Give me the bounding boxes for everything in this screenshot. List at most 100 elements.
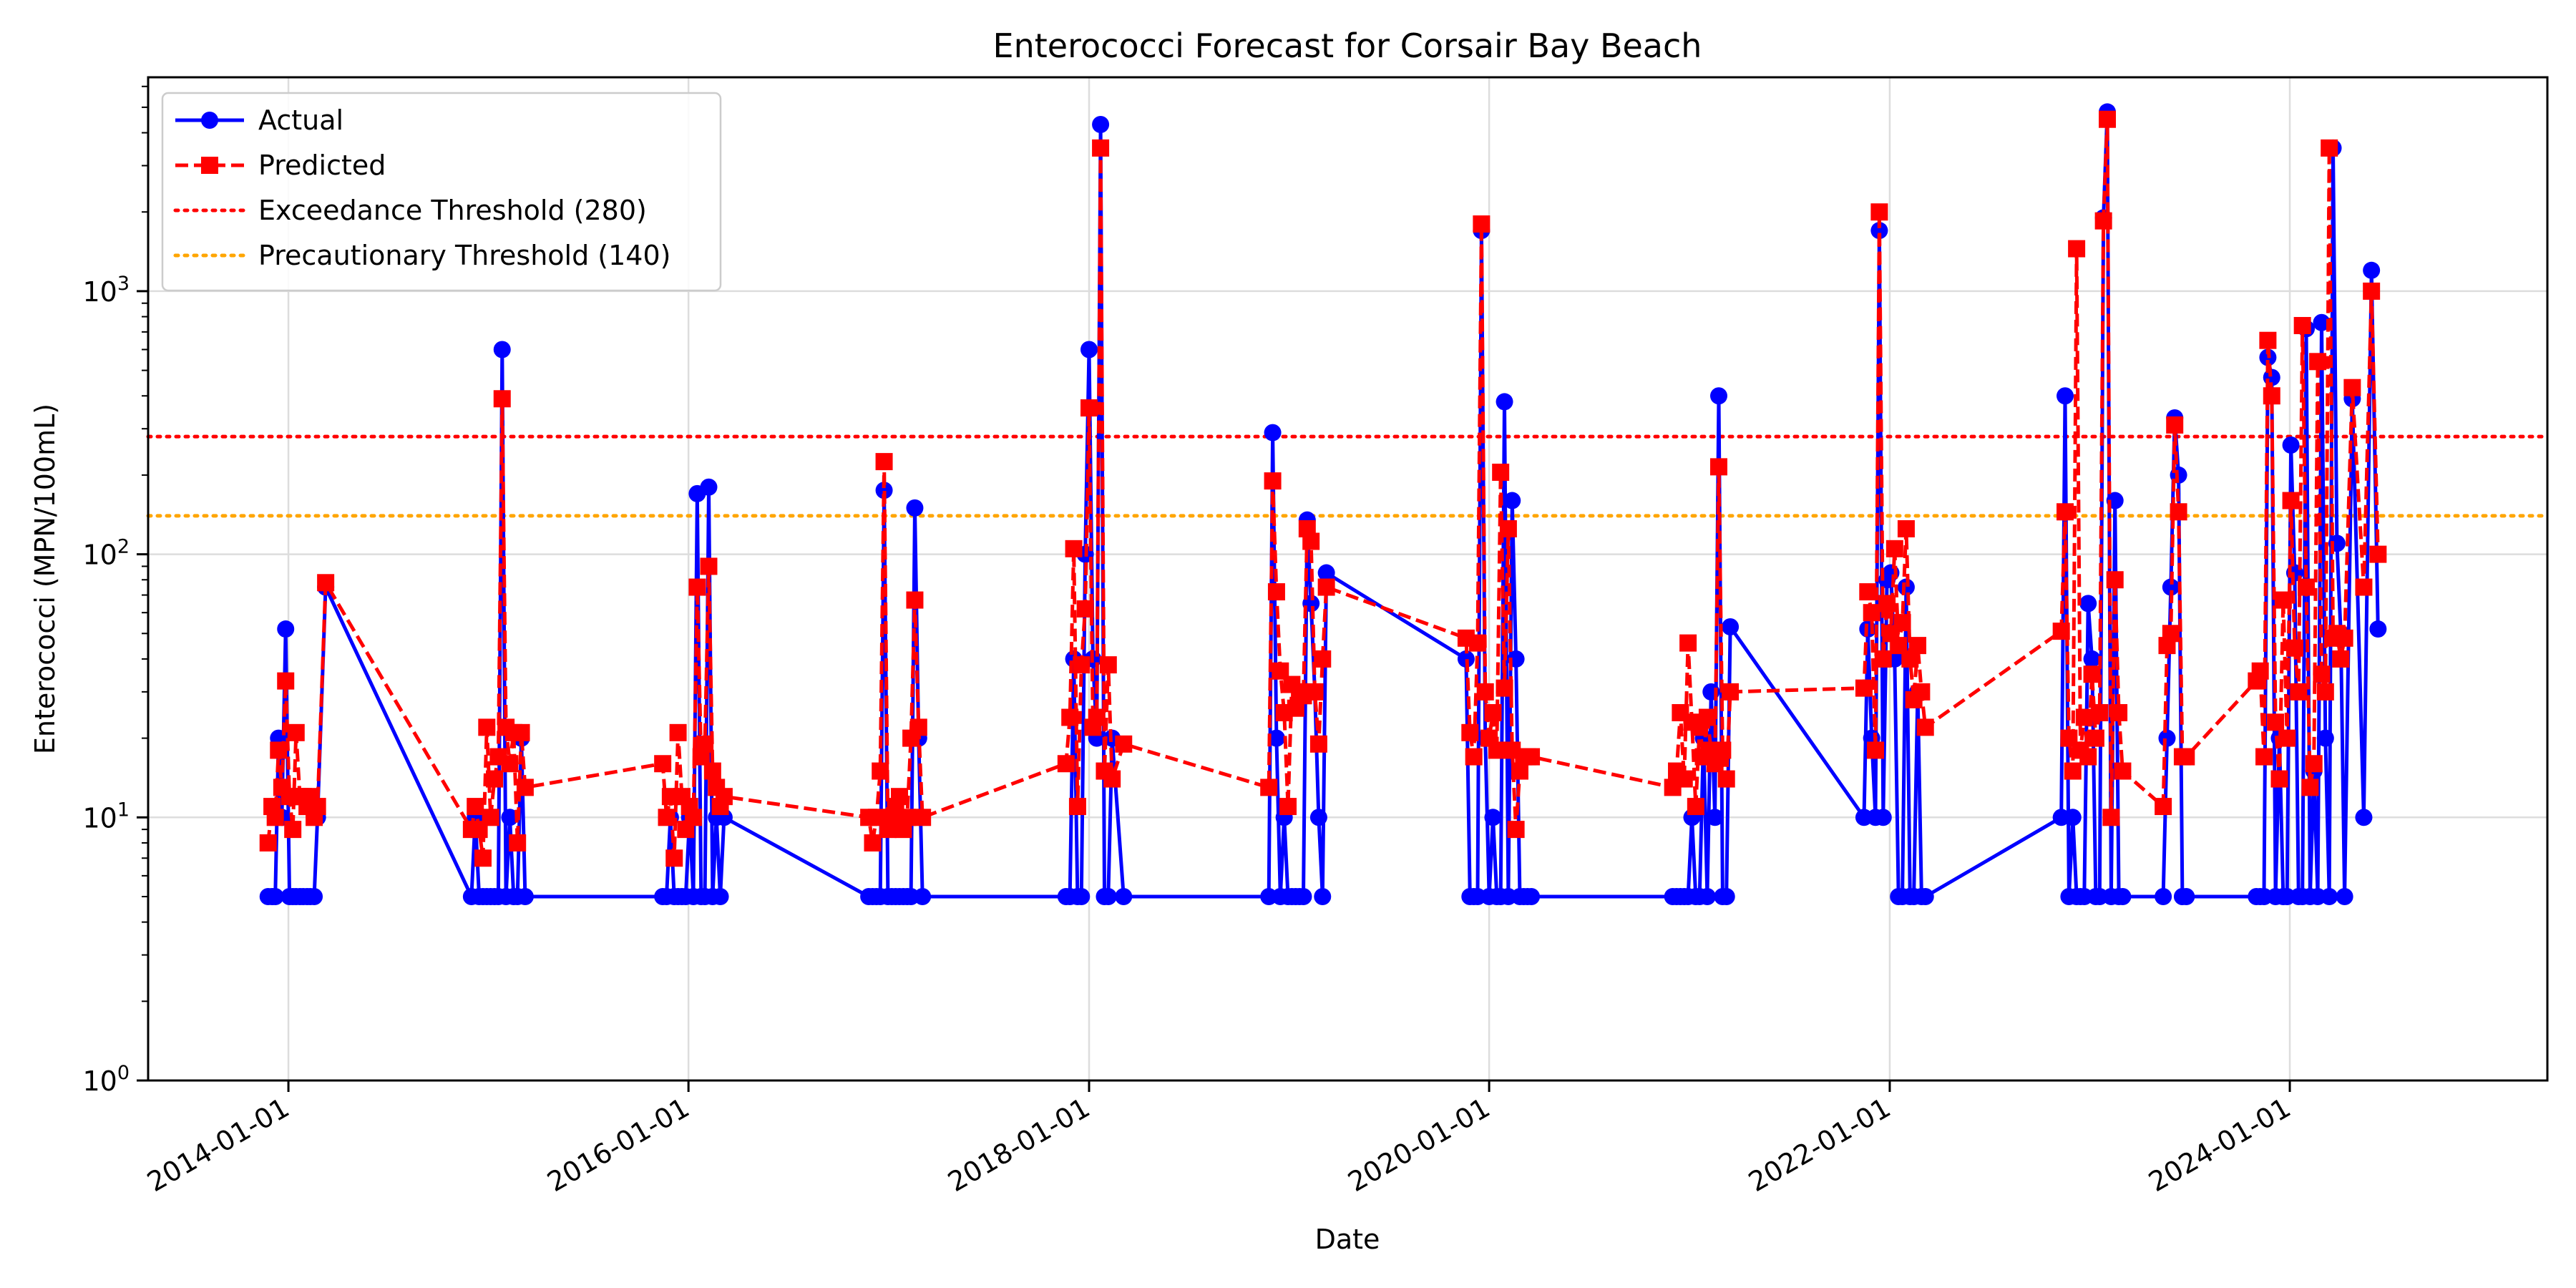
data-point	[266, 887, 284, 905]
data-point	[658, 809, 675, 826]
y-tick-label: 102	[82, 536, 130, 571]
data-point	[259, 834, 277, 852]
data-point	[669, 723, 687, 741]
data-point	[317, 574, 335, 592]
data-point	[1503, 492, 1521, 509]
data-point	[2099, 110, 2117, 128]
data-point	[501, 809, 519, 826]
data-point	[2091, 703, 2109, 721]
threshold-lines	[146, 434, 2550, 518]
data-point	[1870, 203, 1888, 221]
data-point	[2075, 708, 2093, 726]
data-point	[2177, 748, 2195, 766]
series-predicted	[259, 110, 2387, 867]
data-point	[1099, 887, 1117, 905]
data-point	[1473, 215, 1491, 233]
data-point	[2170, 503, 2187, 521]
data-point	[2155, 887, 2172, 905]
data-point	[1709, 387, 1727, 405]
data-point	[2057, 503, 2074, 521]
data-point	[474, 849, 492, 867]
chart-title: Enterococci Forecast for Corsair Bay Bea…	[993, 26, 1702, 65]
data-point	[703, 762, 721, 780]
data-point	[2114, 762, 2132, 780]
data-point	[1068, 798, 1086, 816]
data-point	[1675, 770, 1693, 788]
data-point	[1461, 723, 1479, 741]
data-point	[287, 723, 305, 741]
data-point	[696, 735, 714, 753]
data-point	[2267, 713, 2285, 731]
data-point	[1706, 809, 1724, 826]
data-point	[914, 887, 932, 905]
data-point	[1092, 115, 1110, 133]
data-point	[1913, 683, 1931, 701]
x-axis-ticks: 2014-01-01 2016-01-01 2018-01-01 2020-01-01…	[142, 1080, 2296, 1198]
data-point	[1874, 809, 1892, 826]
data-point	[914, 809, 932, 826]
data-point	[1306, 683, 1324, 701]
data-point	[1302, 532, 1320, 550]
data-point	[2166, 416, 2184, 434]
data-point	[2363, 282, 2381, 300]
data-point	[872, 762, 889, 780]
data-point	[1709, 458, 1727, 476]
data-point	[512, 723, 530, 741]
data-point	[2278, 729, 2296, 747]
data-point	[308, 798, 326, 816]
data-point	[2270, 770, 2288, 788]
data-point	[1294, 887, 1312, 905]
data-point	[1061, 708, 1079, 726]
data-point	[1073, 656, 1091, 674]
data-point	[715, 788, 733, 806]
data-point	[1057, 755, 1075, 773]
data-point	[2282, 492, 2300, 509]
data-point	[1916, 718, 1934, 736]
x-tick-label: 2020-01-01	[1342, 1092, 1495, 1199]
data-point	[1496, 679, 1513, 697]
data-point	[906, 591, 924, 609]
data-point	[1073, 887, 1091, 905]
data-point	[2336, 629, 2353, 647]
y-tick-label: 100	[82, 1062, 130, 1097]
legend-label: Predicted	[258, 150, 386, 181]
data-point	[1260, 779, 1278, 796]
data-point	[700, 557, 718, 575]
data-point	[2290, 683, 2308, 701]
data-point	[1698, 887, 1716, 905]
data-point	[266, 809, 284, 826]
data-point	[2094, 212, 2112, 230]
data-point	[2106, 571, 2124, 589]
data-point	[2309, 353, 2327, 371]
legend-marker	[201, 112, 218, 129]
data-point	[486, 770, 504, 788]
data-point	[1080, 399, 1098, 417]
data-point	[2355, 809, 2373, 826]
data-point	[1099, 656, 1117, 674]
y-axis-ticks: 100 101 102 103	[82, 85, 148, 1097]
data-point	[2369, 545, 2387, 563]
x-tick-label: 2022-01-01	[1743, 1092, 1896, 1199]
legend-label: Exceedance Threshold (280)	[258, 195, 647, 226]
data-point	[2313, 665, 2331, 683]
data-point	[665, 849, 683, 867]
data-point	[2177, 887, 2195, 905]
data-point	[1722, 618, 1740, 635]
data-point	[1679, 634, 1697, 652]
data-point	[711, 887, 729, 905]
data-point	[1314, 650, 1332, 668]
data-point	[2162, 578, 2180, 596]
data-point	[1076, 600, 1094, 618]
data-point	[1264, 472, 1282, 490]
legend-entry: Exceedance Threshold (280)	[173, 195, 647, 226]
data-point	[493, 341, 511, 358]
data-point	[1874, 650, 1892, 668]
legend-label: Actual	[258, 104, 343, 136]
data-point	[2064, 809, 2082, 826]
data-point	[1317, 578, 1335, 596]
data-point	[906, 499, 924, 517]
data-point	[2079, 748, 2097, 766]
data-point	[1484, 809, 1502, 826]
legend-entry: Predicted	[175, 150, 386, 181]
data-point	[1465, 748, 1483, 766]
